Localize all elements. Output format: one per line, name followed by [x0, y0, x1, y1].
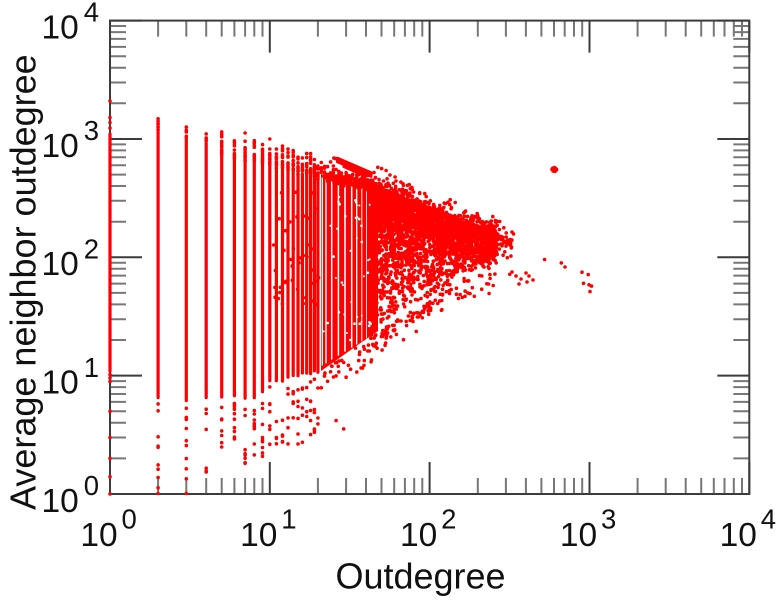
- svg-text:3: 3: [84, 115, 99, 146]
- svg-text:10: 10: [42, 9, 79, 46]
- svg-text:10: 10: [42, 483, 79, 520]
- svg-text:10: 10: [42, 246, 79, 283]
- svg-text:1: 1: [281, 504, 296, 535]
- svg-text:1: 1: [84, 352, 99, 383]
- svg-text:4: 4: [84, 0, 99, 28]
- svg-text:10: 10: [240, 517, 277, 554]
- svg-text:2: 2: [441, 504, 456, 535]
- svg-text:4: 4: [761, 504, 776, 535]
- svg-text:10: 10: [80, 517, 117, 554]
- svg-text:10: 10: [400, 517, 437, 554]
- svg-text:10: 10: [560, 517, 597, 554]
- svg-text:10: 10: [42, 128, 79, 165]
- svg-text:10: 10: [720, 517, 757, 554]
- svg-text:2: 2: [84, 233, 99, 264]
- svg-text:10: 10: [42, 364, 79, 401]
- svg-text:3: 3: [601, 504, 616, 535]
- svg-text:0: 0: [84, 470, 99, 501]
- svg-text:Average neighbor outdegree: Average neighbor outdegree: [3, 54, 44, 510]
- svg-text:0: 0: [122, 504, 137, 535]
- svg-text:Outdegree: Outdegree: [335, 556, 505, 597]
